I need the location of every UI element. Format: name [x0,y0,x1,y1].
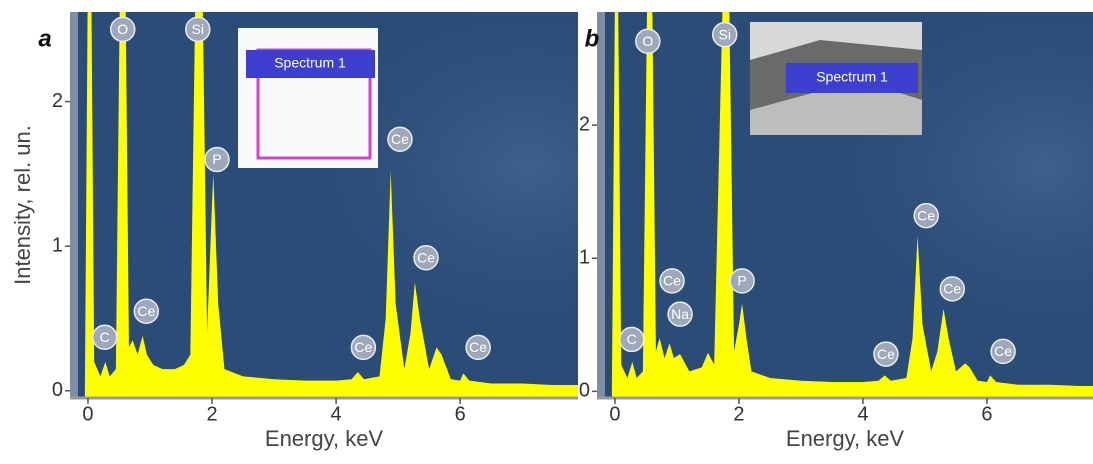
peak-marker [204,146,230,173]
peak-label: Ce [943,281,961,297]
x-tick-label: 6 [455,403,466,425]
y-axis-strip [597,12,605,398]
peak-marker [109,16,136,43]
peak-label: Ce [877,346,895,362]
inset-texture [750,80,922,135]
peak-marker [387,126,413,152]
inset-label-box [246,50,375,78]
peak-label: P [737,273,746,289]
peak-label: Ce [391,131,409,147]
peak-marker [939,276,966,302]
y-axis-label: Intensity, rel. un. [10,125,35,285]
x-tick-label: 4 [857,403,868,425]
peak-marker [618,326,645,353]
peak-label: Ce [354,339,372,355]
y-tick-label: 1 [52,234,63,256]
peak-label: Ce [663,273,681,289]
peak-marker [873,341,899,367]
y-tick-label: 2 [579,113,590,135]
y-tick-label: 2 [52,90,63,112]
x-tick-label: 2 [733,403,744,425]
peak-marker [465,334,491,361]
inset-label: Spectrum 1 [274,55,346,71]
peak-label: P [212,151,221,167]
peak-marker [350,334,377,361]
x-axis-label: Energy, keV [786,426,905,451]
peak-label: O [642,33,653,49]
y-tick-label: 1 [579,247,590,269]
peak-marker [413,245,439,271]
x-axis-label: Energy, keV [265,426,384,451]
y-axis-strip [70,12,78,398]
inset-label-box [786,63,918,93]
panels: 0 2 4 6 0 1 2 Energy, keV Intensity, rel. un. a C O… [10,12,1093,451]
x-tick-label: 0 [609,403,620,425]
peak-marker [659,268,685,294]
peak-label: Ce [137,303,155,319]
peak-label: C [627,331,637,347]
panel-label: b [585,25,600,52]
y-tick-label: 0 [52,379,63,401]
peak-marker [711,21,738,48]
panel-label: a [38,25,51,52]
peak-marker [185,16,211,43]
inset-a: Spectrum 1 [238,28,378,168]
spectrum-area [611,12,1093,398]
peak-label: Si [192,21,204,37]
x-tick-label: 0 [82,403,93,425]
inset-b: Spectrum 1 [750,22,922,135]
peak-marker [729,268,755,294]
peak-label: Ce [417,249,435,265]
peak-label: Ce [469,339,487,355]
inset-texture [750,22,922,60]
peak-label: Si [718,26,730,42]
y-tick-label: 0 [579,380,590,402]
peak-marker [635,28,661,55]
inset-label: Spectrum 1 [816,69,888,85]
peak-marker [990,338,1016,365]
peak-label: C [100,329,110,345]
peak-marker [133,298,160,325]
peak-label: Ce [917,207,935,223]
peak-marker [91,324,118,351]
peak-label: Ce [994,343,1012,359]
peak-label: O [117,21,128,37]
peak-label: Na [671,306,689,322]
insets: Spectrum 1 Spectrum 1 [238,22,922,168]
peak-marker [913,202,939,229]
x-tick-label: 2 [206,403,217,425]
x-tick-label: 4 [331,403,342,425]
x-tick-label: 6 [981,403,992,425]
peak-marker [667,301,693,327]
spectrum-area [84,12,578,398]
